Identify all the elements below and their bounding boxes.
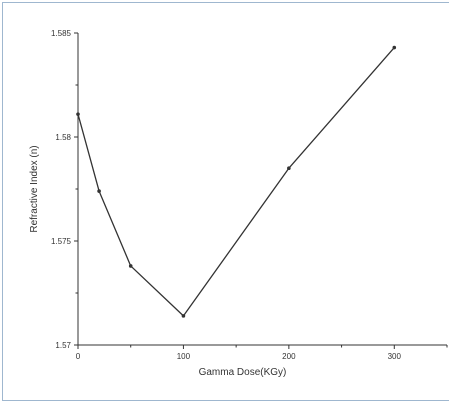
series-layer xyxy=(76,45,397,318)
data-point xyxy=(97,189,101,193)
axes xyxy=(77,33,447,346)
data-point xyxy=(76,112,80,116)
y-tick-label: 1.57 xyxy=(55,341,71,350)
y-axis-title: Refractive Index (n) xyxy=(29,145,40,232)
series-line xyxy=(77,47,395,317)
x-tick-label: 0 xyxy=(76,352,81,361)
y-tick-label: 1.58 xyxy=(55,133,71,142)
data-point xyxy=(128,264,133,268)
figure-frame xyxy=(2,2,449,401)
data-point xyxy=(181,314,186,318)
data-point xyxy=(392,45,397,50)
data-point xyxy=(287,166,291,170)
ticks: 0 100 200 300 1.57 1.575 1.58 1.585 xyxy=(51,29,448,361)
y-tick-label: 1.585 xyxy=(51,29,72,38)
x-axis-title: Gamma Dose(KGy) xyxy=(199,367,287,378)
x-tick-label: 100 xyxy=(177,352,191,361)
y-tick-label: 1.575 xyxy=(51,237,72,246)
x-tick-label: 200 xyxy=(282,352,296,361)
x-tick-label: 300 xyxy=(388,352,402,361)
